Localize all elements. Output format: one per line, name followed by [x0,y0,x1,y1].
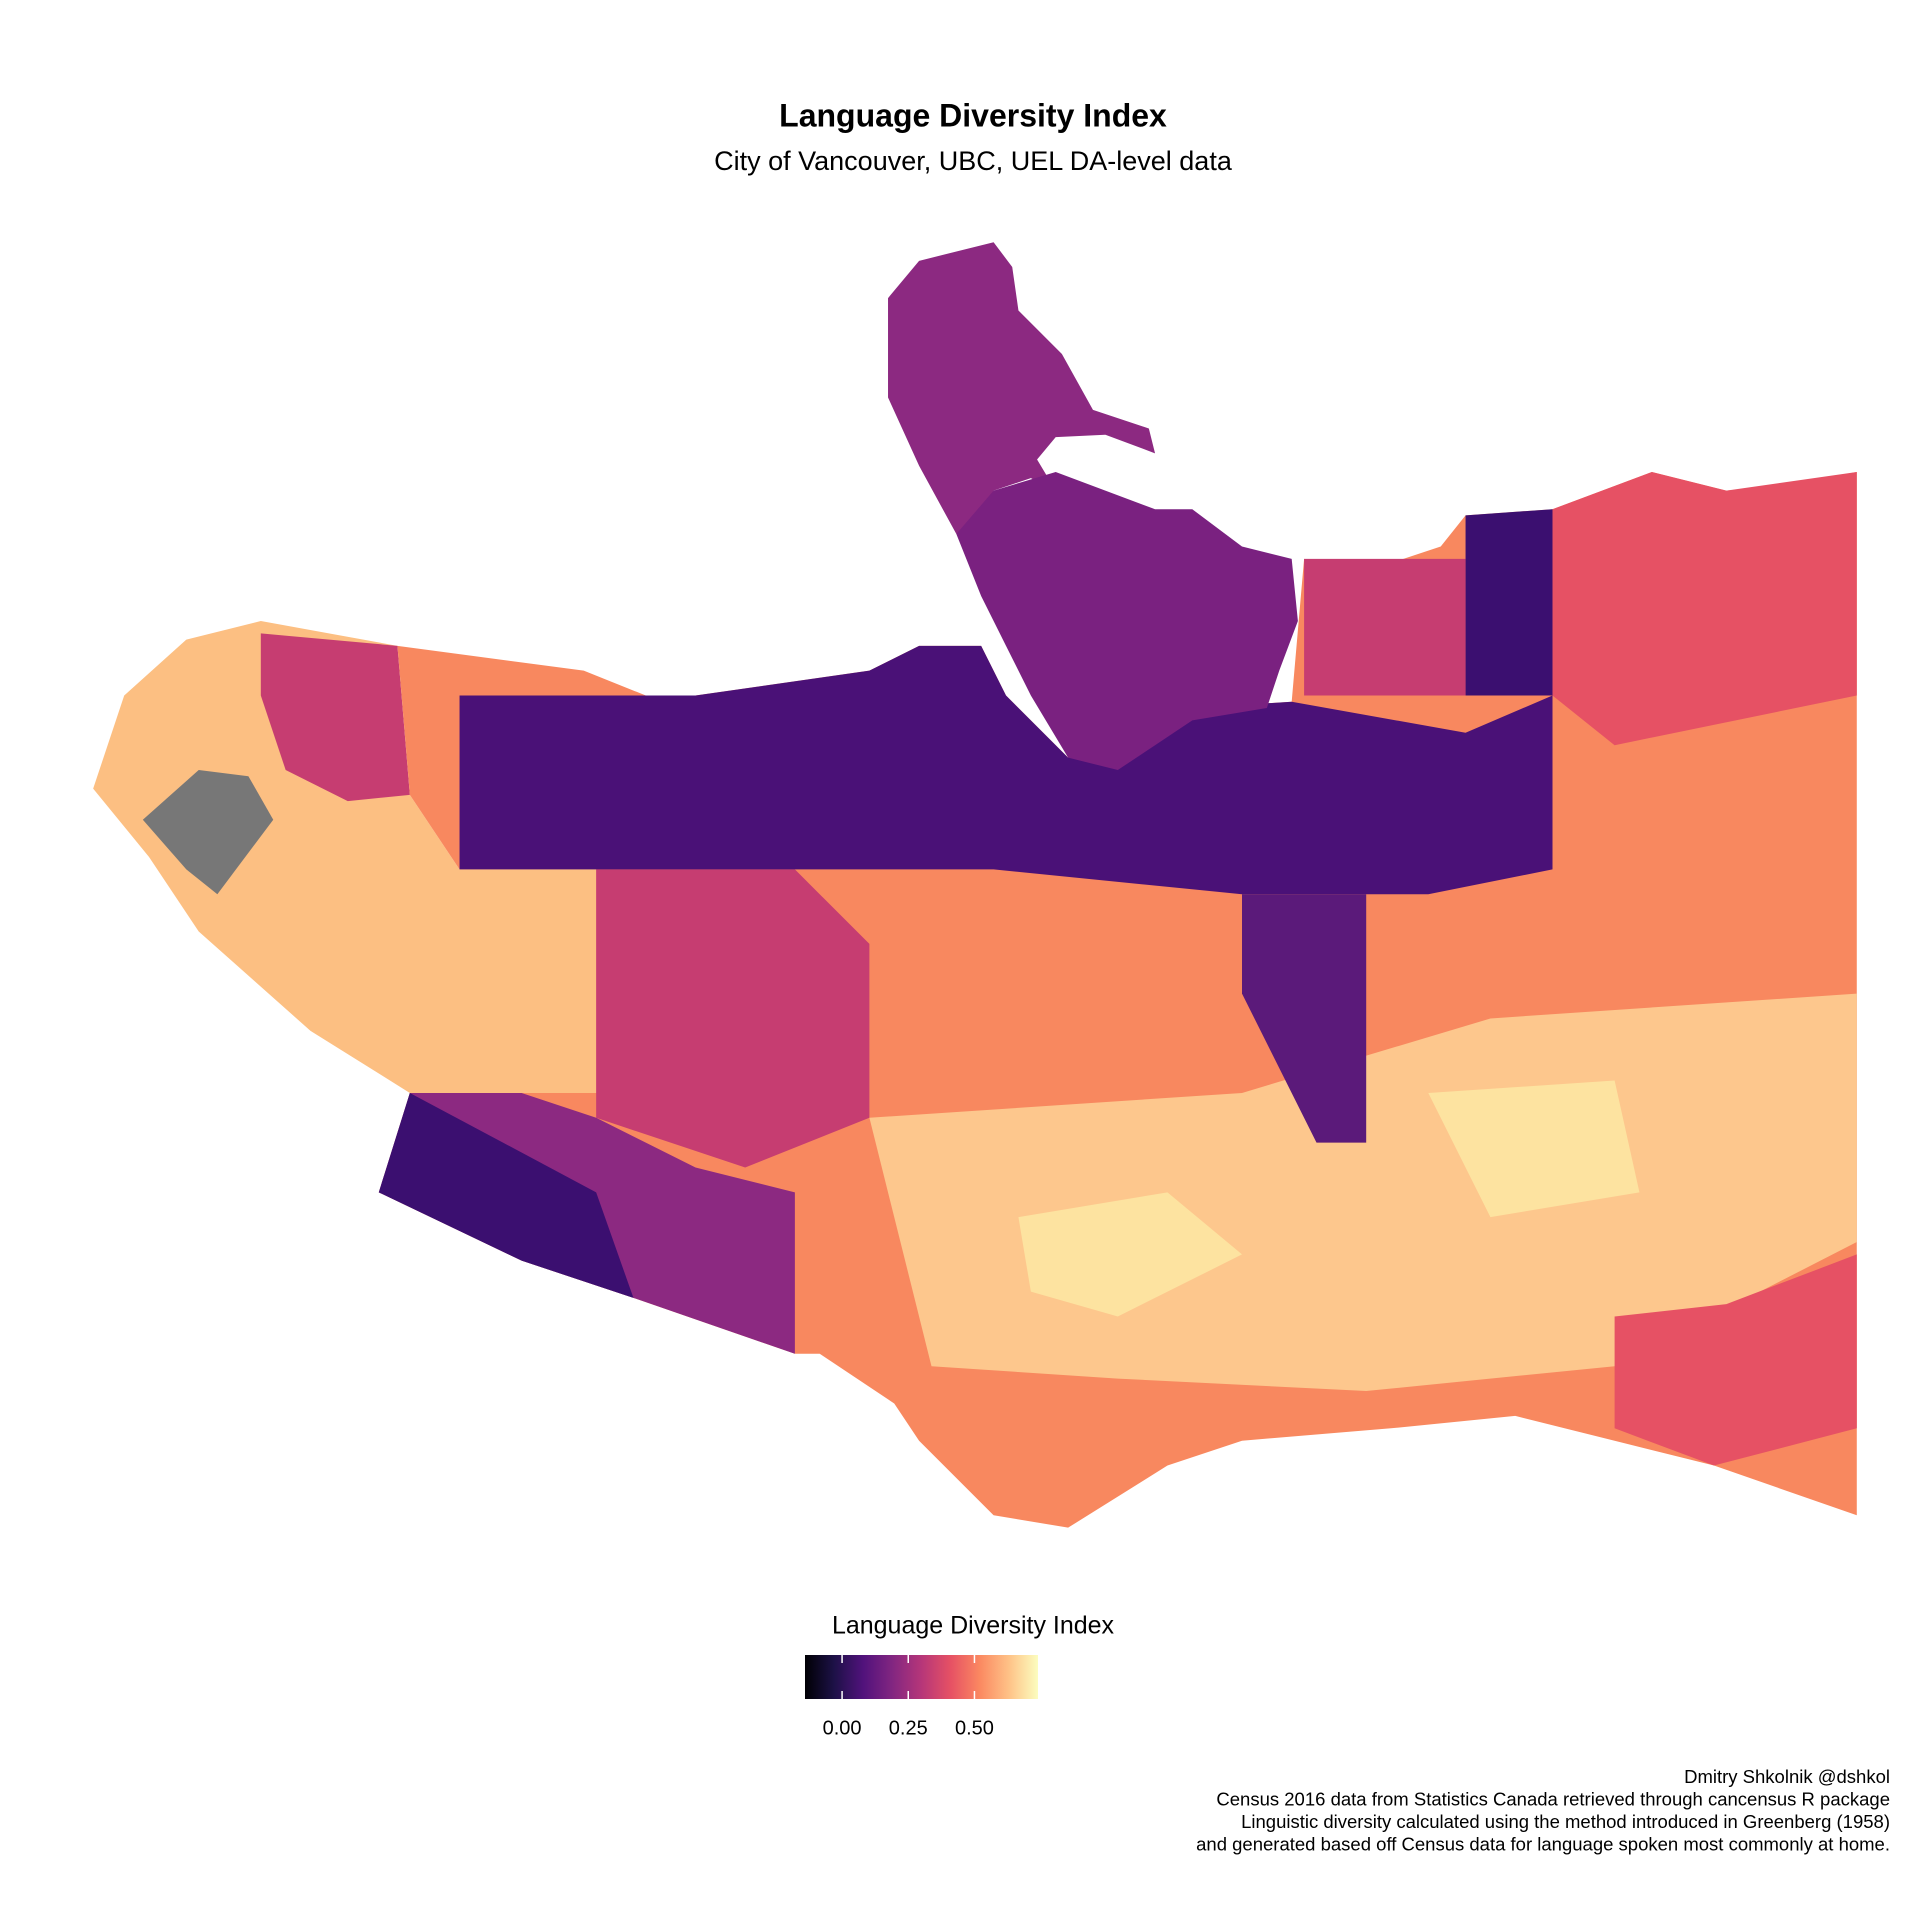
region [378,1092,634,1298]
region [260,633,410,802]
legend-title: Language Diversity Index [832,1612,1115,1640]
region [956,471,1298,771]
region [1465,509,1553,696]
caption-line: Census 2016 data from Statistics Canada … [1216,1788,1890,1809]
map [93,242,1857,1528]
region [142,770,274,895]
region [596,869,870,1168]
caption-line: Dmitry Shkolnik @dshkol [1684,1766,1890,1787]
region [1614,1254,1857,1466]
colorbar [805,1655,1038,1699]
region [1552,471,1857,746]
caption-line: and generated based off Census data for … [1196,1833,1890,1854]
caption-line: Linguistic diversity calculated using th… [1241,1811,1890,1832]
title: Language Diversity Index [779,97,1167,133]
region [1304,558,1466,696]
region [1242,894,1367,1143]
region [888,242,1156,535]
tick-label: 0.00 [823,1717,862,1739]
region [1018,1192,1242,1317]
region [93,621,597,1093]
region [1428,1080,1640,1218]
legend-ticks: 0.00 0.25 0.50 [823,1655,994,1739]
tick-label: 0.25 [889,1717,928,1739]
tick-label: 0.50 [955,1717,994,1739]
region [459,645,1553,895]
subtitle: City of Vancouver, UBC, UEL DA-level dat… [714,146,1233,176]
